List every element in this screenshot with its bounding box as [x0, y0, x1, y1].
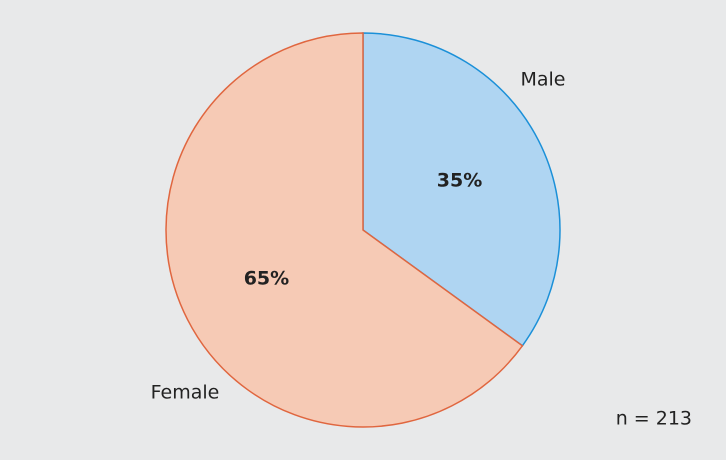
- pie-slice: [362, 32, 561, 347]
- pie-slice: [165, 32, 524, 428]
- value-label: 65%: [244, 268, 289, 290]
- sample-size: n = 213: [616, 408, 692, 430]
- category-label: Female: [151, 382, 220, 404]
- category-label: Male: [520, 69, 565, 91]
- value-label: 35%: [437, 169, 482, 191]
